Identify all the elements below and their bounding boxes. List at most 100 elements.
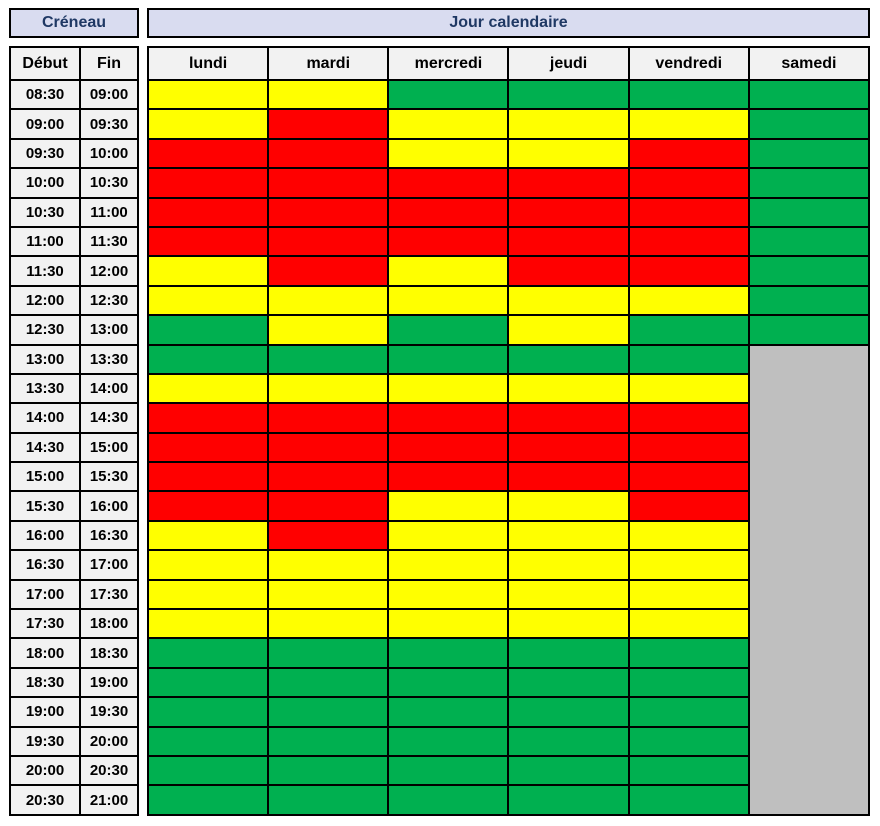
availability-cell <box>146 578 270 611</box>
availability-cell <box>627 696 750 728</box>
availability-cell <box>387 314 510 346</box>
availability-cell <box>146 402 270 434</box>
spacer-cell <box>138 285 148 316</box>
start-time-cell: 13:00 <box>9 343 81 375</box>
availability-cell <box>507 196 630 228</box>
availability-cell <box>146 225 270 258</box>
spacer-cell <box>138 9 148 37</box>
time-slot-row: 17:30 18:00 <box>9 608 869 640</box>
availability-cell <box>267 637 390 669</box>
end-time-cell: 21:00 <box>79 784 139 816</box>
availability-cell <box>267 784 390 816</box>
end-time-cell: 11:30 <box>79 225 139 258</box>
availability-cell <box>387 167 510 199</box>
start-time-cell: 14:00 <box>9 402 81 434</box>
availability-cell <box>146 608 270 640</box>
availability-cell <box>387 255 510 287</box>
spacer-cell <box>138 47 148 80</box>
end-time-cell: 16:00 <box>79 490 139 522</box>
availability-cell <box>507 372 630 405</box>
start-time-cell: 11:30 <box>9 255 81 287</box>
availability-cell <box>387 461 510 493</box>
availability-cell <box>267 78 390 111</box>
availability-cell <box>387 725 510 757</box>
availability-cell <box>146 549 270 581</box>
availability-cell <box>387 754 510 787</box>
availability-cell <box>387 284 510 317</box>
start-time-cell: 12:30 <box>9 314 81 346</box>
end-time-cell: 15:30 <box>79 461 139 493</box>
availability-cell <box>747 314 871 346</box>
availability-cell <box>747 196 871 228</box>
time-slot-row: 20:30 21:00 <box>9 784 869 816</box>
spacer-cell <box>138 491 148 521</box>
day-column-header-lundi: lundi <box>146 46 270 81</box>
availability-cell <box>146 167 270 199</box>
availability-cell <box>627 461 750 493</box>
spacer-cell <box>138 315 148 345</box>
spacer-cell <box>138 462 148 492</box>
availability-cell <box>627 578 750 611</box>
availability-cell <box>507 578 630 611</box>
availability-cell <box>747 108 871 140</box>
availability-cell <box>507 255 630 287</box>
availability-cell <box>267 284 390 317</box>
time-slot-row: 14:30 15:00 <box>9 431 869 464</box>
start-time-cell: 20:00 <box>9 754 81 787</box>
debut-column-header: Début <box>9 46 81 81</box>
end-time-cell: 13:30 <box>79 343 139 375</box>
spacer-cell <box>138 520 148 551</box>
start-time-cell: 12:00 <box>9 284 81 317</box>
end-time-cell: 15:00 <box>79 431 139 464</box>
availability-cell <box>146 196 270 228</box>
time-slot-row: 11:30 12:00 <box>9 255 871 287</box>
availability-cell <box>146 314 270 346</box>
time-slot-row: 17:00 17:30 <box>9 578 869 611</box>
availability-cell-merged <box>747 343 871 816</box>
availability-cell <box>387 196 510 228</box>
availability-cell <box>507 666 630 699</box>
start-time-cell: 15:00 <box>9 461 81 493</box>
availability-cell <box>146 372 270 405</box>
availability-cell <box>507 519 630 552</box>
time-slot-row: 18:30 19:00 <box>9 666 869 699</box>
spacer-cell <box>138 197 148 227</box>
spacer-cell <box>138 109 148 139</box>
availability-cell <box>507 137 630 170</box>
end-time-cell: 13:00 <box>79 314 139 346</box>
availability-cell <box>507 784 630 816</box>
availability-cell <box>627 284 750 317</box>
availability-cell <box>387 578 510 611</box>
spacer-cell <box>138 609 148 639</box>
end-time-cell: 12:30 <box>79 284 139 317</box>
availability-cell <box>627 343 750 375</box>
column-header-row: Début Fin lundi mardi mercredi jeudi ven… <box>9 46 871 81</box>
start-time-cell: 19:30 <box>9 725 81 757</box>
availability-cell <box>627 167 750 199</box>
time-slot-row: 13:30 14:00 <box>9 372 869 405</box>
availability-cell <box>507 167 630 199</box>
spacer-cell <box>138 403 148 433</box>
availability-cell <box>267 137 390 170</box>
start-time-cell: 11:00 <box>9 225 81 258</box>
day-column-header-mardi: mardi <box>267 46 390 81</box>
availability-cell <box>146 725 270 757</box>
availability-cell <box>507 754 630 787</box>
availability-cell <box>267 490 390 522</box>
time-slot-row: 16:30 17:00 <box>9 549 869 581</box>
availability-cell <box>146 78 270 111</box>
availability-cell <box>747 225 871 258</box>
end-time-cell: 14:00 <box>79 372 139 405</box>
time-slot-row: 15:00 15:30 <box>9 461 869 493</box>
time-slot-row: 15:30 16:00 <box>9 490 869 522</box>
start-time-cell: 16:00 <box>9 519 81 552</box>
time-slot-row: 12:30 13:00 <box>9 314 871 346</box>
availability-cell <box>146 461 270 493</box>
availability-cell <box>146 754 270 787</box>
availability-cell <box>267 431 390 464</box>
availability-cell <box>747 137 871 170</box>
schedule-body: 08:30 09:00 09:00 09:30 09:30 10:00 10:00 10:30… <box>9 78 871 816</box>
start-time-cell: 15:30 <box>9 490 81 522</box>
availability-cell <box>627 608 750 640</box>
availability-cell <box>267 666 390 699</box>
